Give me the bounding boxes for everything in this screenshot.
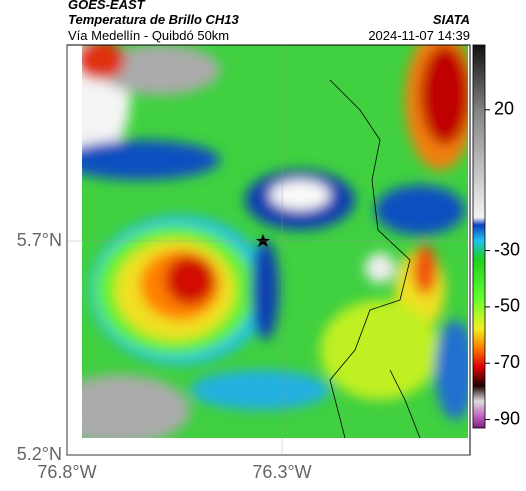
x-tick-label: 76.3°W bbox=[252, 462, 311, 482]
colorbar-tick-label: 20 bbox=[494, 99, 514, 119]
title: GOES-EAST bbox=[68, 0, 146, 12]
colorbar-tick-label: -70 bbox=[494, 352, 520, 372]
colorbar-tick-label: -50 bbox=[494, 296, 520, 316]
route: Vía Medellín - Quibdó 50km bbox=[68, 28, 229, 43]
x-tick-label: 76.8°W bbox=[37, 462, 96, 482]
timestamp: 2024-11-07 14:39 bbox=[368, 28, 470, 43]
colorbar bbox=[472, 44, 486, 429]
colorbar-tick-label: -90 bbox=[494, 408, 520, 428]
location-star bbox=[256, 234, 270, 247]
y-tick-label: 5.2°N bbox=[17, 444, 62, 464]
subtitle: Temperatura de Brillo CH13 bbox=[68, 12, 240, 27]
colorbar-tick-label: -30 bbox=[494, 239, 520, 259]
satellite-image bbox=[82, 45, 468, 438]
y-tick-label: 5.7°N bbox=[17, 230, 62, 250]
source: SIATA bbox=[433, 12, 470, 27]
